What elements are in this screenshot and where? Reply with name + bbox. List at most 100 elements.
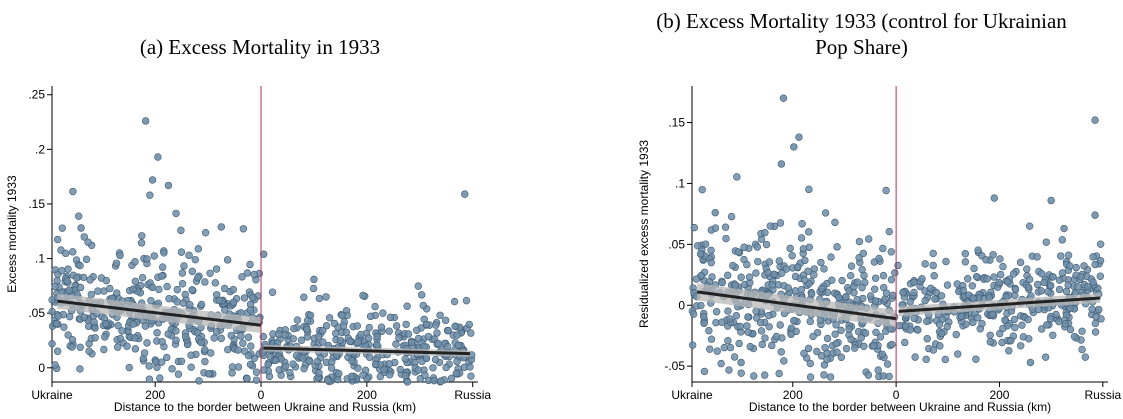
data-point (753, 243, 762, 251)
data-point (150, 252, 158, 260)
data-point (1001, 316, 1009, 324)
data-point (943, 322, 951, 331)
data-point (177, 226, 185, 235)
data-point (1084, 282, 1092, 291)
data-point (430, 376, 438, 385)
data-point (289, 335, 297, 343)
data-point (883, 360, 892, 368)
data-point (696, 250, 705, 258)
data-point (826, 373, 835, 381)
data-point (918, 275, 926, 283)
data-point (252, 376, 261, 384)
data-point (419, 301, 427, 310)
data-point (172, 209, 180, 218)
data-point (804, 344, 813, 353)
data-point (758, 340, 766, 349)
data-point (164, 330, 172, 338)
data-point (447, 374, 456, 382)
data-point (366, 312, 375, 321)
data-point (335, 369, 343, 378)
data-point (1047, 196, 1055, 205)
data-point (1088, 305, 1096, 313)
data-point (201, 278, 209, 286)
data-point (969, 318, 977, 327)
data-point (318, 327, 327, 335)
data-point (866, 292, 875, 300)
data-point (823, 355, 831, 364)
data-point (1096, 240, 1105, 248)
data-point (806, 373, 815, 381)
data-point (800, 349, 808, 358)
data-point (52, 319, 61, 328)
data-point (354, 364, 362, 372)
data-point (1038, 269, 1046, 278)
data-point (727, 212, 736, 221)
data-point (707, 258, 715, 267)
data-point (197, 338, 205, 347)
data-point (116, 251, 124, 260)
data-point (53, 347, 62, 355)
data-point (724, 336, 732, 345)
data-point (303, 325, 311, 334)
data-point (930, 272, 938, 280)
scatter-points (688, 94, 1105, 381)
data-point (466, 363, 474, 371)
data-point (422, 354, 431, 363)
data-point (68, 343, 76, 351)
data-point (876, 333, 885, 341)
data-point (417, 291, 426, 299)
data-point (1005, 347, 1013, 355)
scatter-plot: 0 .05 .1 .15 .2 .25 Ukraine 200 0 200 Russia Distan… (5, 86, 491, 414)
data-point (921, 260, 929, 268)
data-point (365, 323, 373, 332)
data-point (754, 257, 762, 266)
data-point (72, 274, 81, 282)
data-point (281, 362, 290, 370)
data-point (821, 209, 830, 217)
data-point (206, 269, 214, 277)
data-point (732, 312, 741, 320)
data-point (957, 312, 966, 321)
data-point (286, 368, 294, 377)
data-point (145, 375, 154, 383)
data-point (163, 353, 171, 362)
data-point (252, 368, 261, 376)
data-point (309, 284, 318, 293)
data-point (377, 323, 386, 331)
data-point (1074, 283, 1082, 291)
data-point (154, 153, 162, 161)
data-point (701, 240, 710, 248)
data-point (156, 374, 164, 382)
data-point (820, 371, 828, 379)
data-point (191, 255, 199, 264)
data-point (1091, 211, 1099, 219)
data-point (217, 223, 226, 231)
data-point (234, 363, 243, 371)
data-point (989, 251, 997, 259)
data-point (770, 270, 778, 278)
data-point (972, 355, 980, 363)
panel-residualized-excess-mortality: (b) Excess Mortality 1933 (control for U… (600, 0, 1123, 419)
data-point (688, 341, 697, 349)
data-point (1044, 288, 1052, 296)
data-point (810, 271, 818, 279)
data-point (990, 194, 999, 202)
data-point (1089, 278, 1097, 286)
data-point (885, 227, 893, 236)
x-tick-label: 0 (893, 388, 900, 402)
data-point (186, 301, 194, 309)
data-point (871, 297, 880, 305)
data-point (797, 234, 806, 242)
data-point (1037, 325, 1046, 333)
data-point (229, 298, 238, 307)
data-point (889, 291, 897, 300)
x-tick-label: 0 (258, 388, 265, 402)
data-point (929, 261, 937, 270)
data-point (64, 265, 72, 273)
data-point (336, 336, 345, 344)
y-tick-label: .15 (28, 197, 45, 211)
data-point (173, 298, 181, 306)
x-axis-label: Distance to the border between Ukraine a… (114, 400, 416, 414)
data-point (833, 243, 841, 251)
data-point (129, 320, 137, 328)
